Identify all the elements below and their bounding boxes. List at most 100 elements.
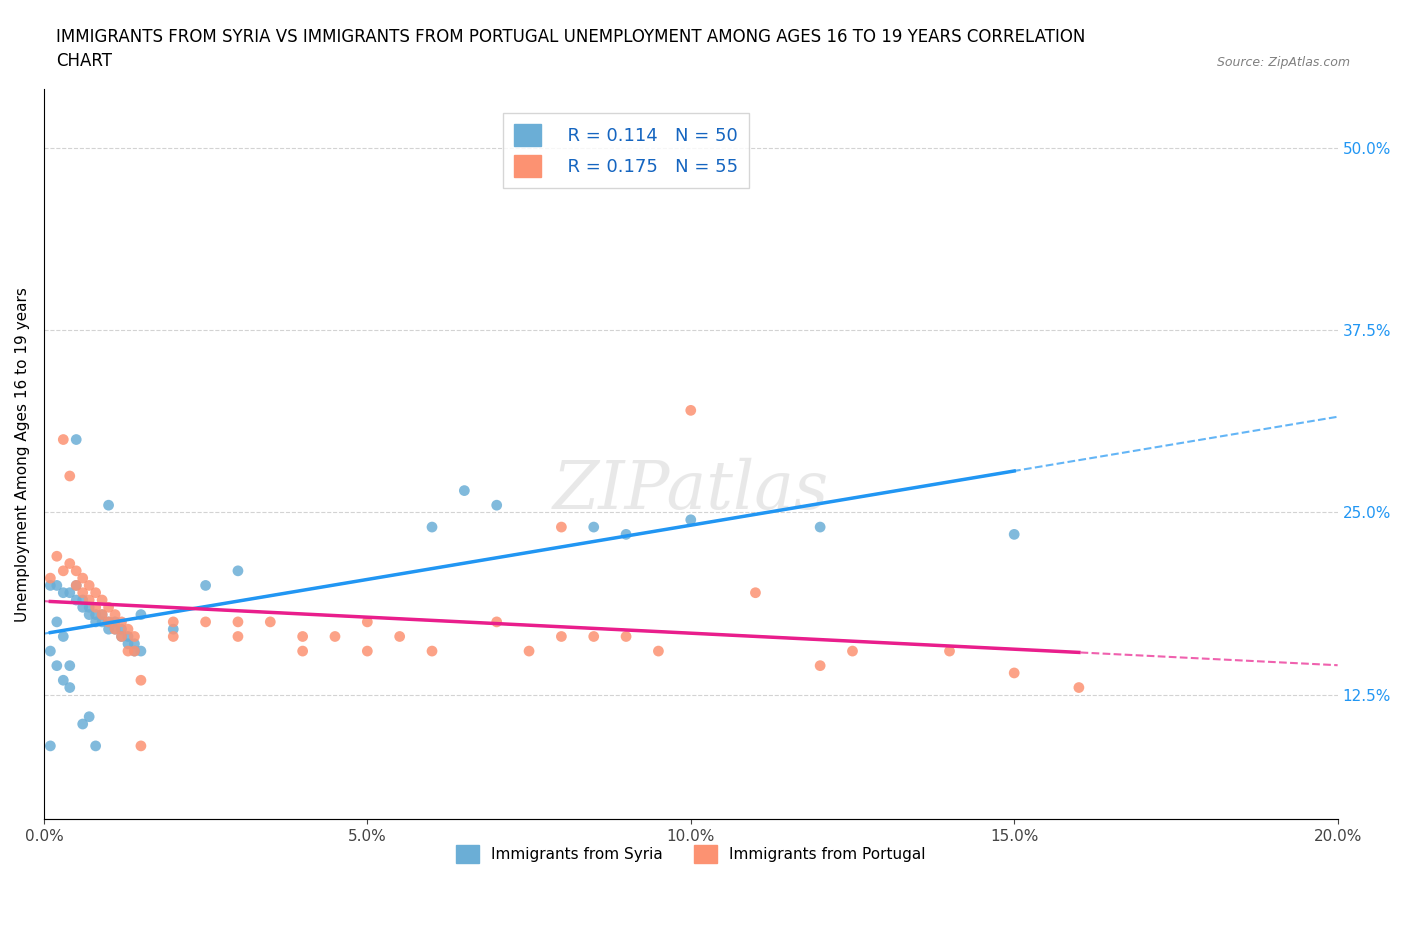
Point xyxy=(39,571,62,586)
Point xyxy=(453,484,475,498)
Point xyxy=(91,615,114,630)
Point xyxy=(194,578,217,592)
Point xyxy=(110,629,132,644)
Point xyxy=(59,680,82,695)
Point xyxy=(291,629,314,644)
Point xyxy=(129,672,152,687)
Point xyxy=(1002,527,1025,542)
Y-axis label: Unemployment Among Ages 16 to 19 years: Unemployment Among Ages 16 to 19 years xyxy=(15,286,30,621)
Point xyxy=(226,615,249,630)
Point xyxy=(679,403,702,418)
Point xyxy=(582,629,605,644)
Point xyxy=(582,520,605,535)
Point xyxy=(97,615,120,630)
Point xyxy=(52,585,75,600)
Point xyxy=(97,600,120,615)
Point xyxy=(52,629,75,644)
Point xyxy=(110,629,132,644)
Point xyxy=(104,622,127,637)
Point xyxy=(550,629,572,644)
Point xyxy=(91,592,114,607)
Point xyxy=(84,607,107,622)
Point xyxy=(77,578,100,592)
Point xyxy=(91,607,114,622)
Point xyxy=(45,658,67,673)
Point xyxy=(1002,666,1025,681)
Legend: Immigrants from Syria, Immigrants from Portugal: Immigrants from Syria, Immigrants from P… xyxy=(450,839,931,870)
Point xyxy=(91,607,114,622)
Point xyxy=(45,549,67,564)
Point xyxy=(72,571,94,586)
Point xyxy=(291,644,314,658)
Point xyxy=(45,578,67,592)
Point xyxy=(97,615,120,630)
Point xyxy=(84,738,107,753)
Point xyxy=(39,738,62,753)
Point xyxy=(226,629,249,644)
Point xyxy=(45,615,67,630)
Point xyxy=(65,578,87,592)
Point xyxy=(117,629,139,644)
Point xyxy=(420,644,443,658)
Point xyxy=(388,629,411,644)
Point xyxy=(65,432,87,447)
Point xyxy=(65,578,87,592)
Point xyxy=(59,469,82,484)
Point xyxy=(84,615,107,630)
Point xyxy=(52,432,75,447)
Point xyxy=(110,622,132,637)
Point xyxy=(744,585,766,600)
Point xyxy=(124,644,146,658)
Point xyxy=(65,592,87,607)
Point xyxy=(59,658,82,673)
Point xyxy=(77,592,100,607)
Point xyxy=(162,622,184,637)
Point xyxy=(110,615,132,630)
Point xyxy=(485,498,508,512)
Point xyxy=(97,622,120,637)
Text: Source: ZipAtlas.com: Source: ZipAtlas.com xyxy=(1216,56,1350,69)
Point xyxy=(72,600,94,615)
Point xyxy=(1067,680,1090,695)
Point xyxy=(938,644,960,658)
Point xyxy=(52,564,75,578)
Point xyxy=(117,636,139,651)
Point xyxy=(550,520,572,535)
Point xyxy=(77,607,100,622)
Point xyxy=(77,600,100,615)
Point xyxy=(323,629,346,644)
Point xyxy=(129,607,152,622)
Point xyxy=(679,512,702,527)
Point xyxy=(39,578,62,592)
Point xyxy=(194,615,217,630)
Point xyxy=(647,644,669,658)
Point xyxy=(485,615,508,630)
Point xyxy=(356,615,378,630)
Point xyxy=(614,629,637,644)
Point xyxy=(97,498,120,512)
Point xyxy=(117,622,139,637)
Point xyxy=(72,592,94,607)
Point xyxy=(226,564,249,578)
Point xyxy=(65,564,87,578)
Point xyxy=(808,520,831,535)
Point xyxy=(162,615,184,630)
Point xyxy=(129,738,152,753)
Point xyxy=(124,629,146,644)
Point xyxy=(84,600,107,615)
Point xyxy=(52,672,75,687)
Point xyxy=(39,644,62,658)
Point xyxy=(420,520,443,535)
Point xyxy=(259,615,281,630)
Point xyxy=(614,527,637,542)
Point xyxy=(72,717,94,732)
Point xyxy=(124,644,146,658)
Point xyxy=(124,636,146,651)
Point xyxy=(72,585,94,600)
Point xyxy=(77,710,100,724)
Point xyxy=(59,556,82,571)
Point xyxy=(162,629,184,644)
Text: ZIPatlas: ZIPatlas xyxy=(553,458,830,524)
Text: IMMIGRANTS FROM SYRIA VS IMMIGRANTS FROM PORTUGAL UNEMPLOYMENT AMONG AGES 16 TO : IMMIGRANTS FROM SYRIA VS IMMIGRANTS FROM… xyxy=(56,28,1085,70)
Point xyxy=(517,644,540,658)
